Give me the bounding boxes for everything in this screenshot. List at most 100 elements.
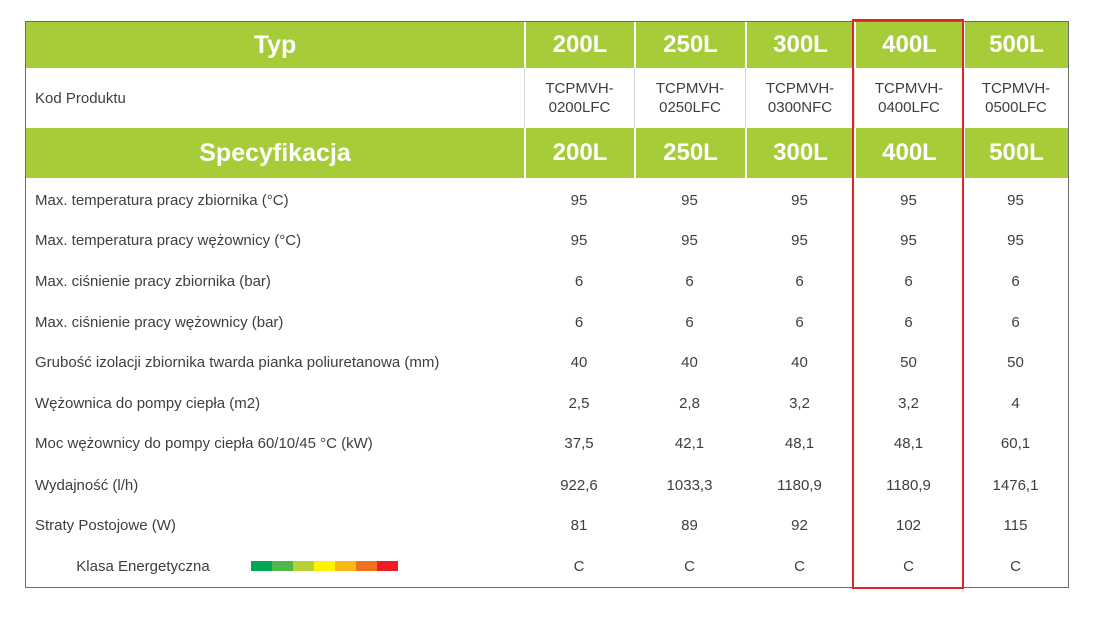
cell-value: C — [684, 557, 695, 575]
row-label: Max. ciśnienie pracy wężownicy (bar) — [35, 313, 284, 331]
type-header-title: Typ — [253, 30, 297, 59]
energy-scale-segment — [335, 561, 356, 571]
cell-value: C — [1010, 557, 1021, 575]
cell-value: 37,5 — [564, 434, 594, 452]
type-size-300: 300L — [745, 22, 854, 68]
cell-value: 6 — [574, 313, 584, 331]
type-size-500: 500L — [963, 22, 1068, 68]
cell-value: 6 — [904, 272, 913, 290]
spec-header-title: Specyfikacja — [199, 138, 351, 167]
cell-value: 60,1 — [1000, 434, 1031, 452]
table-row: Klasa Energetyczna C C C C C — [26, 545, 1068, 587]
cell-value: 95 — [570, 231, 588, 249]
cell-value: 6 — [685, 272, 694, 290]
cell-value: 95 — [900, 191, 917, 209]
spec-size-250: 250L — [634, 128, 745, 178]
spec-header-row: Specyfikacja 200L 250L 300L 400L 500L — [26, 128, 1068, 178]
cell-value: 1180,9 — [886, 476, 931, 494]
table-row: Max. ciśnienie pracy wężownicy (bar) 6 6… — [26, 302, 1068, 342]
energy-scale-segment — [251, 561, 272, 571]
product-code-500: TCPMVH- 0500LFC — [963, 68, 1068, 128]
cell-value: 89 — [681, 516, 698, 534]
product-code-label: Kod Produktu — [35, 89, 126, 107]
cell-value: 6 — [574, 272, 584, 290]
spec-size-500: 500L — [963, 128, 1068, 178]
cell-value: 6 — [1011, 272, 1020, 290]
energy-scale-segment — [314, 561, 335, 571]
row-label: Grubość izolacji zbiornika twarda pianka… — [35, 353, 440, 371]
spec-size-300: 300L — [745, 128, 854, 178]
cell-value: 6 — [1011, 313, 1020, 331]
energy-scale-segment — [377, 561, 398, 571]
cell-value: 42,1 — [674, 434, 705, 452]
table-row: Straty Postojowe (W) 81 89 92 102 115 — [26, 505, 1068, 545]
cell-value: 95 — [1007, 231, 1024, 249]
cell-value: 40 — [791, 353, 808, 371]
cell-value: 1476,1 — [992, 476, 1039, 494]
cell-value: 6 — [795, 313, 804, 331]
energy-class-cell: Klasa Energetyczna — [26, 545, 524, 587]
cell-value: 3,2 — [789, 394, 810, 412]
cell-value: 95 — [681, 191, 698, 209]
cell-value: 3,2 — [898, 394, 919, 412]
cell-value: 95 — [570, 191, 588, 209]
product-code-400: TCPMVH- 0400LFC — [854, 68, 963, 128]
row-label: Straty Postojowe (W) — [35, 516, 176, 534]
cell-value: 1033,3 — [666, 476, 713, 494]
cell-value: 48,1 — [893, 434, 924, 452]
energy-scale-segment — [356, 561, 377, 571]
cell-value: 95 — [791, 191, 808, 209]
cell-value: 922,6 — [560, 476, 598, 494]
cell-value: 6 — [904, 313, 913, 331]
cell-value: 6 — [685, 313, 694, 331]
type-size-200: 200L — [524, 22, 634, 68]
product-code-300: TCPMVH- 0300NFC — [745, 68, 854, 128]
cell-value: 92 — [791, 516, 808, 534]
cell-value: C — [573, 557, 585, 575]
cell-value: 4 — [1011, 394, 1020, 412]
row-label: Wydajność (l/h) — [35, 476, 139, 494]
cell-value: 95 — [791, 231, 808, 249]
cell-value: 95 — [900, 231, 917, 249]
table-row: Grubość izolacji zbiornika twarda pianka… — [26, 342, 1068, 382]
type-header-row: Typ 200L 250L 300L 400L 500L — [26, 22, 1068, 68]
type-size-250: 250L — [634, 22, 745, 68]
cell-value: 50 — [1007, 353, 1024, 371]
spec-size-200: 200L — [524, 128, 634, 178]
row-label: Max. temperatura pracy zbiornika (°C) — [35, 191, 289, 209]
cell-value: 1180,9 — [777, 476, 822, 494]
cell-value: 2,8 — [679, 394, 700, 412]
row-label: Wężownica do pompy ciepła (m2) — [35, 394, 261, 412]
table-row: Max. ciśnienie pracy zbiornika (bar) 6 6… — [26, 261, 1068, 301]
spec-table: Typ 200L 250L 300L 400L 500L Kod Produkt… — [25, 21, 1069, 588]
cell-value: 95 — [1007, 191, 1024, 209]
cell-value: 48,1 — [784, 434, 815, 452]
cell-value: 95 — [681, 231, 698, 249]
row-label: Max. ciśnienie pracy zbiornika (bar) — [35, 272, 271, 290]
row-label: Klasa Energetyczna — [76, 557, 210, 575]
table-row: Moc wężownicy do pompy ciepła 60/10/45 °… — [26, 423, 1068, 463]
product-code-row: Kod Produktu TCPMVH- 0200LFC TCPMVH- 025… — [26, 68, 1068, 128]
cell-value: 40 — [681, 353, 698, 371]
cell-value: C — [794, 557, 805, 575]
energy-scale-bar — [251, 561, 398, 571]
cell-value: 6 — [795, 272, 804, 290]
table-row: Max. temperatura pracy zbiornika (°C) 95… — [26, 180, 1068, 220]
table-row: Wężownica do pompy ciepła (m2) 2,5 2,8 3… — [26, 383, 1068, 423]
table-row: Max. temperatura pracy wężownicy (°C) 95… — [26, 220, 1068, 260]
energy-scale-segment — [293, 561, 314, 571]
cell-value: C — [903, 557, 914, 575]
energy-scale-segment — [272, 561, 293, 571]
energy-class-wrap: Klasa Energetyczna — [35, 558, 524, 575]
type-size-400: 400L — [854, 22, 963, 68]
spec-size-400: 400L — [854, 128, 963, 178]
product-code-200: TCPMVH- 0200LFC — [524, 68, 634, 128]
cell-value: 50 — [900, 353, 917, 371]
table-row: Wydajność (l/h) 922,6 1033,3 1180,9 1180… — [26, 465, 1068, 505]
cell-value: 40 — [570, 353, 588, 371]
cell-value: 115 — [1003, 516, 1028, 534]
cell-value: 2,5 — [568, 394, 590, 412]
cell-value: 81 — [570, 516, 588, 534]
cell-value: 102 — [895, 516, 922, 534]
row-label: Moc wężownicy do pompy ciepła 60/10/45 °… — [35, 434, 373, 452]
